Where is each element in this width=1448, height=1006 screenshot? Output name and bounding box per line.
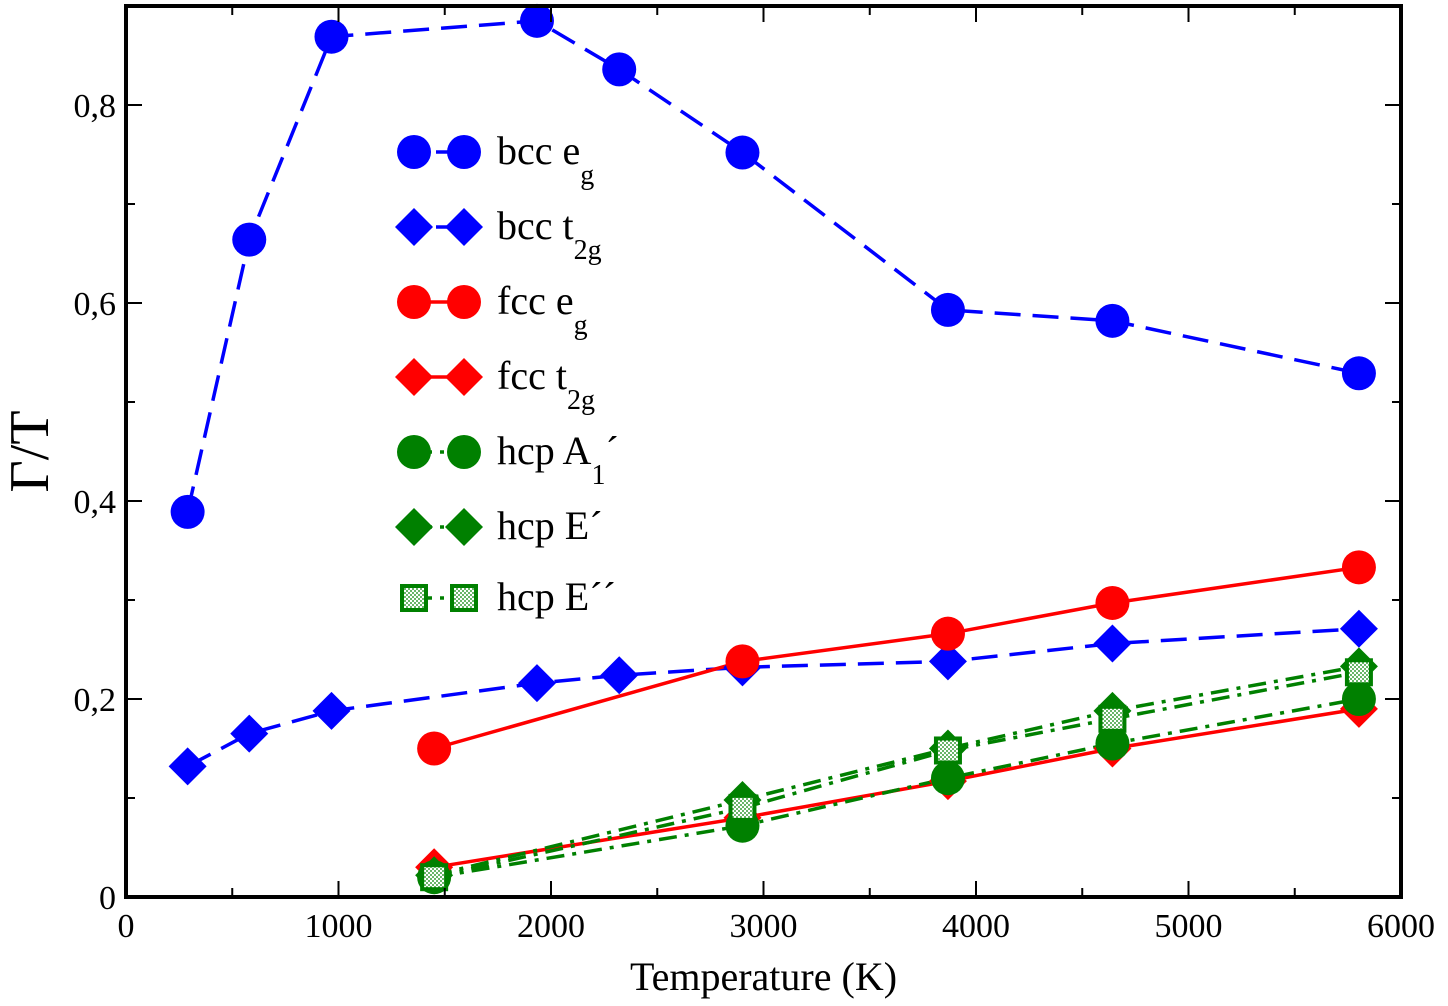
data-point (230, 714, 269, 753)
legend-marker (447, 135, 481, 169)
legend-item: hcp E´´ (400, 574, 616, 619)
data-point (417, 731, 452, 766)
legend-label: fcc t2g (497, 353, 595, 416)
legend-marker (445, 358, 483, 396)
series-markers-6 (420, 658, 1373, 892)
x-tick-label: 6000 (1367, 908, 1435, 945)
data-point (1341, 682, 1376, 716)
data-point (1341, 356, 1376, 391)
legend-label: fcc eg (497, 278, 588, 341)
legend-item: fcc eg (397, 278, 588, 341)
series-markers-2 (417, 550, 1376, 766)
data-point (725, 135, 760, 170)
legend-marker (395, 358, 433, 396)
data-point (728, 793, 757, 822)
series-line (433, 697, 1360, 879)
series-4 (433, 697, 1360, 879)
legend-label: bcc eg (497, 128, 594, 191)
series-layer (168, 3, 1378, 895)
data-point (170, 494, 205, 529)
legend-marker (400, 584, 428, 612)
legend-item: hcp E´ (395, 503, 603, 548)
legend-marker (450, 584, 478, 612)
x-tick-label: 4000 (942, 908, 1010, 945)
legend-label: hcp E´´ (497, 574, 616, 619)
data-point (1095, 585, 1130, 620)
legend-item: bcc t2g (395, 203, 602, 266)
legend-marker (395, 208, 433, 246)
data-point (517, 664, 556, 703)
data-point (602, 52, 637, 87)
data-point (1344, 658, 1373, 687)
data-point (232, 222, 267, 257)
y-tick-label: 0,2 (74, 682, 117, 719)
plot-frame (124, 4, 1403, 899)
series-line (186, 626, 1360, 768)
data-point (600, 656, 639, 695)
series-3 (433, 707, 1360, 870)
legend-label: bcc t2g (497, 203, 602, 266)
x-tick-label: 5000 (1155, 908, 1223, 945)
y-tick-label: 0 (99, 880, 116, 917)
data-point (1341, 550, 1376, 585)
data-point (1339, 609, 1378, 648)
data-point (312, 691, 351, 730)
series-1 (186, 626, 1360, 768)
y-axis-label: Γ/T (0, 410, 61, 492)
x-tick-label: 2000 (517, 908, 585, 945)
data-point (168, 747, 207, 786)
data-point (1093, 624, 1132, 663)
series-markers-1 (168, 609, 1378, 786)
axis-layer: 0 1000 2000 3000 4000 5000 6000 0 0,2 0,4 0,6 0,8 (74, 6, 1435, 945)
x-tick-label: 1000 (305, 908, 373, 945)
legend-marker (447, 435, 481, 469)
data-point (933, 736, 962, 765)
legend-item: bcc eg (397, 128, 594, 191)
series-line (433, 670, 1360, 879)
legend-marker (397, 435, 431, 469)
y-tick-label: 0,4 (74, 484, 117, 521)
data-point (930, 616, 965, 651)
data-point (519, 3, 554, 38)
x-tick-label: 0 (118, 908, 135, 945)
data-point (725, 644, 760, 679)
data-point (1095, 303, 1130, 338)
legend-marker (395, 508, 433, 546)
legend: bcc eg bcc t2g fcc eg fcc t2g hcp A1´ hcp E´ h… (395, 128, 619, 619)
x-tick-label: 3000 (730, 908, 798, 945)
legend-marker (447, 285, 481, 319)
legend-item: fcc t2g (395, 353, 595, 416)
y-tick-label: 0,8 (74, 88, 117, 125)
data-point (420, 863, 449, 892)
series-line (433, 707, 1360, 870)
legend-label: hcp A1´ (497, 428, 619, 491)
series-line (185, 19, 1360, 513)
data-point (928, 642, 967, 681)
data-point (314, 19, 349, 54)
series-0 (185, 19, 1360, 513)
data-point (930, 292, 965, 327)
series-markers-0 (170, 3, 1376, 529)
legend-marker (397, 285, 431, 319)
series-6 (433, 670, 1360, 879)
x-axis-label: Temperature (K) (630, 954, 897, 999)
data-point (1095, 726, 1130, 761)
data-point (930, 761, 965, 796)
legend-item: hcp A1´ (397, 428, 619, 491)
legend-label: hcp E´ (497, 503, 603, 548)
y-tick-label: 0,6 (74, 286, 117, 323)
legend-marker (445, 508, 483, 546)
legend-marker (445, 208, 483, 246)
legend-marker (397, 135, 431, 169)
data-point (1098, 704, 1127, 733)
